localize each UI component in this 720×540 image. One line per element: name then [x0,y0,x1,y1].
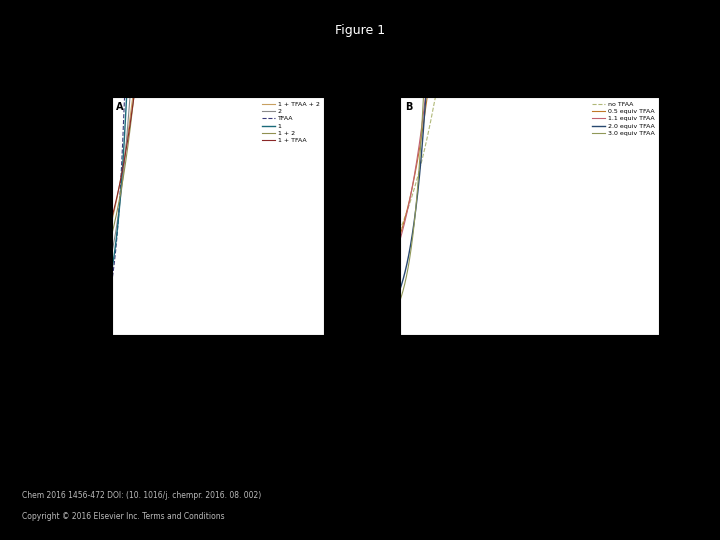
Text: B: B [405,102,412,112]
Text: Chem 2016 1456-472 DOI: (10. 1016/j. chempr. 2016. 08. 002): Chem 2016 1456-472 DOI: (10. 1016/j. che… [22,490,261,500]
X-axis label: Wavelength (nm): Wavelength (nm) [496,348,562,357]
X-axis label: Wavelength (nm): Wavelength (nm) [185,348,251,357]
Text: Copyright © 2016 Elsevier Inc. Terms and Conditions: Copyright © 2016 Elsevier Inc. Terms and… [22,512,224,521]
Legend: no TFAA, 0.5 equiv TFAA, 1.1 equiv TFAA, 2.0 equiv TFAA, 3.0 equiv TFAA: no TFAA, 0.5 equiv TFAA, 1.1 equiv TFAA,… [591,100,656,137]
Y-axis label: Absorbance (A): Absorbance (A) [372,186,382,246]
Y-axis label: Absorbance (A): Absorbance (A) [84,186,94,246]
Legend: 1 + TFAA + 2, 2, TFAA, 1, 1 + 2, 1 + TFAA: 1 + TFAA + 2, 2, TFAA, 1, 1 + 2, 1 + TFA… [261,100,321,144]
Text: Figure 1: Figure 1 [335,24,385,37]
Text: A: A [116,102,123,112]
